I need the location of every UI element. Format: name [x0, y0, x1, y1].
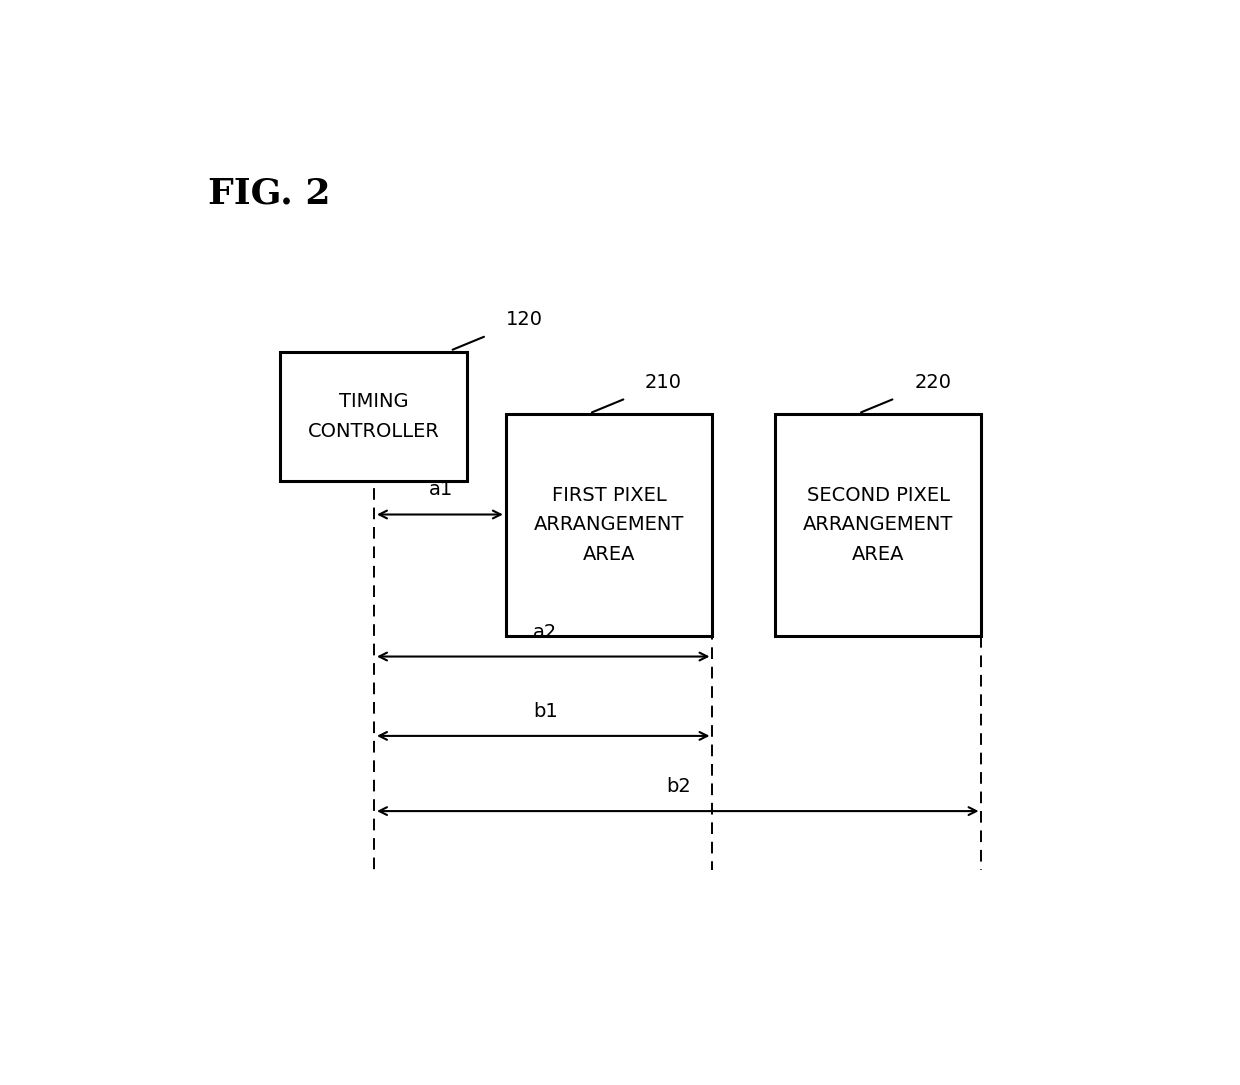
Bar — [280, 352, 467, 481]
Text: 220: 220 — [914, 372, 951, 392]
Bar — [506, 414, 712, 636]
Text: b1: b1 — [533, 702, 558, 720]
Text: FIG. 2: FIG. 2 — [208, 176, 330, 210]
Text: FIRST PIXEL
ARRANGEMENT
AREA: FIRST PIXEL ARRANGEMENT AREA — [534, 486, 684, 564]
Text: 120: 120 — [506, 310, 543, 329]
Text: 210: 210 — [645, 372, 682, 392]
Text: TIMING
CONTROLLER: TIMING CONTROLLER — [308, 392, 439, 441]
Text: a2: a2 — [533, 623, 557, 642]
Text: b2: b2 — [666, 777, 691, 796]
Bar — [775, 414, 982, 636]
Text: SECOND PIXEL
ARRANGEMENT
AREA: SECOND PIXEL ARRANGEMENT AREA — [804, 486, 954, 564]
Text: a1: a1 — [429, 481, 454, 499]
